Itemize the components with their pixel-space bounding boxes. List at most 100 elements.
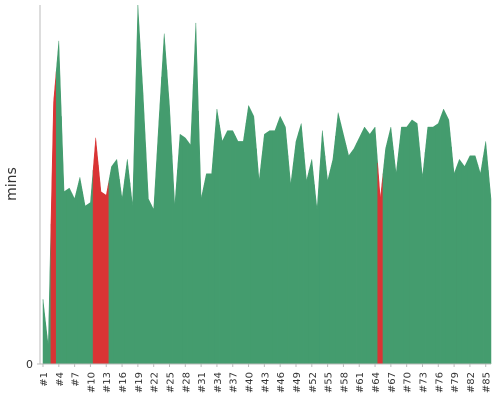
area-segment <box>219 125 226 365</box>
area-segment <box>329 136 336 365</box>
area-segment <box>256 148 262 365</box>
x-tick-label: #82 <box>466 372 477 393</box>
area-segment <box>335 112 342 365</box>
area-segment <box>477 157 484 365</box>
area-segment <box>488 170 492 365</box>
area-segment <box>66 187 73 365</box>
area-segment <box>472 155 479 365</box>
x-tick-label: #34 <box>213 372 224 393</box>
area-segment <box>287 155 294 365</box>
area-segment <box>77 177 83 365</box>
area-segment <box>113 158 120 365</box>
x-tick-label: #13 <box>102 372 113 393</box>
x-tick-label: #28 <box>181 372 192 393</box>
area-segment <box>424 126 431 365</box>
x-tick-label: #85 <box>482 372 493 393</box>
area-segment <box>203 173 210 365</box>
x-tick-label: #19 <box>134 372 145 393</box>
area-segment <box>82 191 89 365</box>
area-segment <box>240 123 247 365</box>
x-tick-label: #61 <box>355 372 366 393</box>
area-segment <box>208 141 215 365</box>
area-segment <box>166 69 173 365</box>
x-tick-label: #52 <box>308 372 319 393</box>
area-segment <box>61 116 67 365</box>
area-segment <box>382 137 389 365</box>
area-segment <box>150 164 157 365</box>
x-tick-label: #49 <box>292 372 303 393</box>
area-segment <box>224 130 231 365</box>
area-segment <box>214 109 220 365</box>
x-tick-label: #58 <box>339 372 350 393</box>
area-segment <box>314 170 320 365</box>
area-segment <box>403 122 410 365</box>
x-tick-label: #55 <box>324 372 335 393</box>
area-segment <box>393 150 400 365</box>
area-segment <box>435 116 442 365</box>
area-segment <box>282 121 289 365</box>
x-tick-label: #76 <box>434 372 445 393</box>
area-segment <box>387 127 394 365</box>
x-tick-label: #73 <box>418 372 429 393</box>
x-tick-label: #37 <box>229 372 240 393</box>
area-segment <box>356 132 363 365</box>
area-segment <box>108 162 115 365</box>
area-segment <box>229 130 236 365</box>
y-tick-label: 0 <box>26 358 33 371</box>
y-axis-label: mins <box>4 167 20 201</box>
area-segment <box>124 159 131 365</box>
area-segment <box>456 158 463 365</box>
area-segment <box>140 49 147 365</box>
x-tick-label: #31 <box>197 372 208 393</box>
area-segment <box>303 152 310 365</box>
area-segment <box>187 83 194 365</box>
area-segment <box>440 108 447 365</box>
area-segment <box>161 33 168 365</box>
area-segment <box>245 104 252 365</box>
area-segment <box>134 4 141 365</box>
area-segment <box>235 135 241 365</box>
x-tick-label: #70 <box>403 372 414 393</box>
x-tick-label: #16 <box>118 372 129 393</box>
area-segment <box>272 123 278 365</box>
area-segment <box>192 22 199 365</box>
area-segment <box>277 115 284 365</box>
area-segment <box>451 146 457 365</box>
area-segment <box>298 123 305 365</box>
x-tick-label: #43 <box>260 372 271 393</box>
area-segment <box>156 76 162 365</box>
x-tick-label: #4 <box>55 372 66 387</box>
area-segment <box>398 126 405 365</box>
area-segment <box>145 146 152 365</box>
area-segment <box>71 188 78 365</box>
area-segment <box>351 143 357 365</box>
area-segment <box>250 110 257 365</box>
area-segment <box>419 150 426 365</box>
area-segment <box>366 129 373 365</box>
area-segment <box>103 180 110 365</box>
area-segment <box>50 71 57 365</box>
area-segment <box>414 121 421 365</box>
area-segment <box>430 124 436 365</box>
area-segment <box>377 162 384 365</box>
area-segment <box>319 130 326 365</box>
area-segment <box>372 126 378 365</box>
area-segment <box>445 114 452 365</box>
area-segment <box>345 144 352 365</box>
area-segment <box>308 159 315 365</box>
area-segment <box>119 179 125 365</box>
area-segment <box>98 164 104 365</box>
area-segment <box>409 119 415 365</box>
area-segment <box>129 105 136 365</box>
x-tick-label: #10 <box>86 372 97 393</box>
area-segment <box>461 161 468 365</box>
area-segment <box>87 170 94 365</box>
area-segment <box>293 132 299 365</box>
x-tick-label: #67 <box>387 372 398 393</box>
x-tick-label: #46 <box>276 372 287 393</box>
area-segment <box>261 131 268 365</box>
area-segment <box>482 141 489 365</box>
area-segment <box>45 223 52 365</box>
x-tick-label: #25 <box>165 372 176 393</box>
